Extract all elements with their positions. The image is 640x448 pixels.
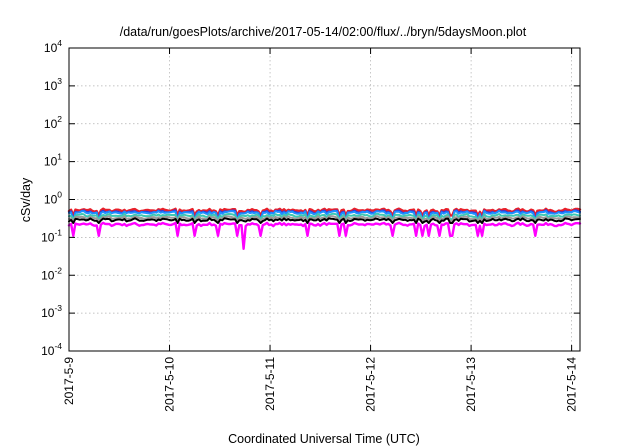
y-tick-label: 10-4 — [41, 341, 62, 358]
series-line — [68, 212, 581, 221]
series-line — [68, 215, 581, 222]
x-tick-label: 2017-5-12 — [364, 357, 378, 412]
x-tick-label: 2017-5-9 — [62, 357, 76, 405]
y-tick-labels: 10-4 10-3 10-2 10-1 100 101 102 103 104 — [41, 38, 62, 358]
y-axis-label: cSv/day — [19, 177, 33, 222]
series-line — [68, 209, 581, 223]
x-tick-label: 2017-5-13 — [464, 357, 478, 412]
chart-title: /data/run/goesPlots/archive/2017-05-14/0… — [120, 25, 527, 39]
y-tick-label: 104 — [44, 38, 62, 55]
x-axis-label: Coordinated Universal Time (UTC) — [228, 432, 420, 446]
axis-ticks — [68, 47, 580, 352]
x-tick-label: 2017-5-14 — [565, 357, 579, 412]
plot-series — [67, 207, 582, 250]
series-line — [67, 207, 582, 217]
y-tick-label: 10-1 — [41, 227, 62, 244]
y-tick-label: 102 — [44, 114, 62, 131]
x-tick-labels: 2017-5-9 2017-5-10 2017-5-11 2017-5-12 2017-… — [62, 357, 579, 412]
y-tick-label: 10-3 — [41, 303, 62, 320]
x-tick-label: 2017-5-11 — [263, 357, 277, 411]
series-line — [68, 217, 581, 224]
y-tick-label: 100 — [44, 190, 62, 207]
series-line — [67, 221, 582, 250]
y-tick-label: 10-2 — [41, 265, 62, 282]
grid-lines — [69, 48, 580, 351]
x-tick-label: 2017-5-10 — [163, 357, 177, 412]
y-tick-label: 103 — [44, 76, 62, 93]
y-tick-label: 101 — [44, 152, 62, 169]
